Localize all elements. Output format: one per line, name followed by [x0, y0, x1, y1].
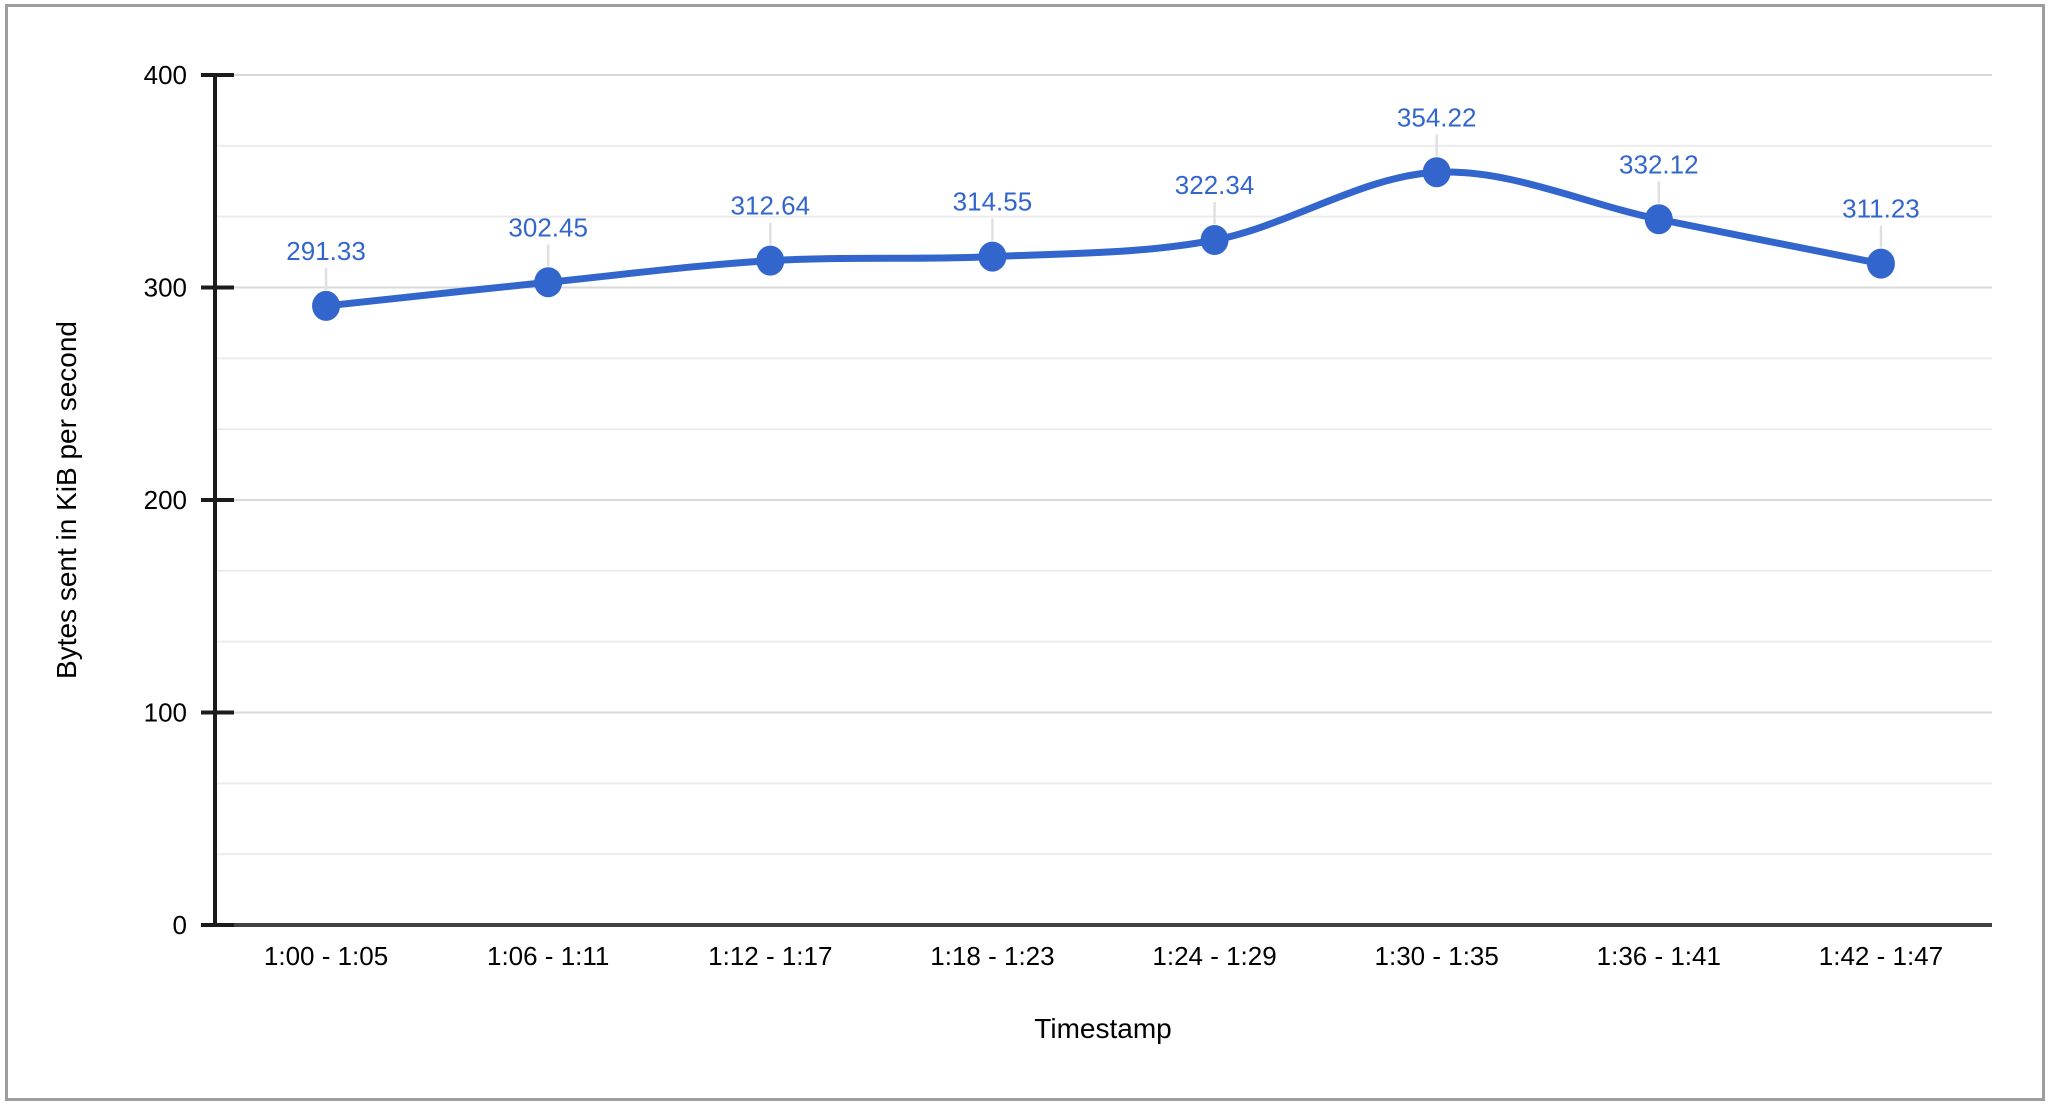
data-point[interactable]	[978, 241, 1007, 272]
x-tick-label: 1:06 - 1:11	[487, 941, 609, 971]
series-line	[322, 168, 1885, 310]
data-point[interactable]	[756, 245, 785, 276]
chart-frame	[5, 4, 2045, 1101]
x-tick-label: 1:24 - 1:29	[1152, 941, 1276, 971]
y-tick-label: 200	[144, 485, 187, 515]
x-tick-label: 1:18 - 1:23	[930, 941, 1054, 971]
data-point-label: 354.22	[1397, 102, 1477, 132]
data-point[interactable]	[1422, 157, 1451, 188]
data-point-label: 314.55	[953, 187, 1033, 217]
x-axis-title: Timestamp	[1034, 1013, 1171, 1044]
data-point-label: 312.64	[731, 191, 811, 221]
data-point-label: 302.45	[508, 212, 588, 242]
data-point[interactable]	[1866, 248, 1895, 279]
axes-group	[201, 73, 1992, 927]
gridlines-group	[217, 74, 1992, 856]
data-point[interactable]	[1200, 225, 1229, 256]
y-tick-label: 300	[144, 273, 187, 303]
series-group	[312, 157, 1895, 321]
y-axis-title: Bytes sent in KiB per second	[51, 321, 82, 679]
x-tick-label: 1:12 - 1:17	[708, 941, 832, 971]
data-point[interactable]	[1644, 204, 1673, 235]
x-tick-label: 1:36 - 1:41	[1597, 941, 1721, 971]
data-point-label: 311.23	[1842, 194, 1920, 224]
label-leader-lines-group	[324, 134, 1883, 290]
data-labels-group: 291.33 302.45 312.64 314.55 322.34 354.22 332.…	[286, 102, 1919, 266]
data-point-label: 332.12	[1619, 149, 1699, 179]
data-point[interactable]	[312, 290, 341, 321]
x-tick-label: 1:30 - 1:35	[1375, 941, 1499, 971]
y-tick-label: 400	[144, 60, 187, 90]
y-tick-label: 0	[173, 910, 187, 940]
data-point-label: 291.33	[286, 236, 366, 266]
y-tick-label: 100	[144, 698, 187, 728]
x-tick-label: 1:00 - 1:05	[264, 941, 388, 971]
data-point[interactable]	[534, 267, 563, 298]
data-point-label: 322.34	[1175, 170, 1255, 200]
x-tick-label: 1:42 - 1:47	[1819, 941, 1943, 971]
tick-labels-group: 0 100 200 300 400 1:00 - 1:05 1:06 - 1:11 1:12 …	[144, 60, 1943, 971]
